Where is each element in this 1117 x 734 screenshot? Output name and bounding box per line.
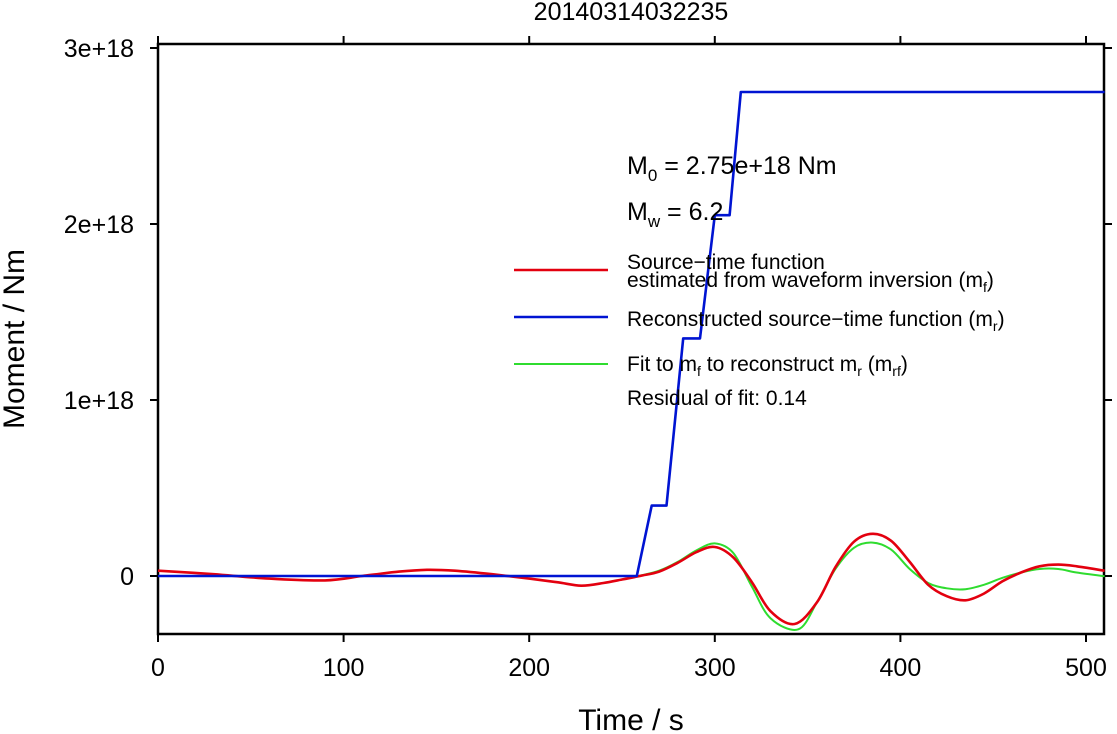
legend-fit-a: Fit to m — [627, 353, 697, 376]
legend-rec-sub: r — [993, 318, 998, 334]
x-tick-label: 500 — [1065, 654, 1107, 682]
mw-value: = 6.2 — [660, 198, 723, 226]
x-axis: 0 100 200 300 400 500 — [151, 36, 1107, 682]
legend: Source−time function estimated from wave… — [514, 251, 1005, 410]
series-line-reconstructed — [158, 90, 1105, 578]
legend-rec-close: ) — [998, 308, 1005, 331]
mw-annotation: Mw = 6.2 — [627, 198, 723, 231]
x-tick-label: 0 — [151, 654, 165, 682]
series-layer — [157, 90, 1105, 631]
x-axis-label: Time / s — [578, 704, 684, 734]
chart-title: 20140314032235 — [534, 0, 729, 26]
legend-stf-text: estimated from waveform inversion (m — [627, 269, 983, 292]
series-line-fit — [640, 541, 1105, 631]
legend-rec-text: Reconstructed source−time function (m — [627, 308, 993, 331]
legend-label-fit: Fit to mf to reconstruct mr (mrf) — [627, 353, 908, 379]
plot-frame — [156, 42, 1106, 636]
y-tick-label: 2e+18 — [64, 211, 134, 239]
legend-label-stf-line1: Source−time function — [627, 251, 825, 274]
x-tick-label: 300 — [694, 654, 736, 682]
mw-subscript: w — [647, 212, 661, 231]
legend-fit-c-sub: rf — [892, 363, 901, 379]
y-axis-label: Moment / Nm — [0, 249, 31, 429]
y-tick-label: 1e+18 — [64, 387, 134, 415]
legend-fit-b-sub: r — [857, 363, 862, 379]
x-tick-label: 100 — [323, 654, 365, 682]
legend-fit-c: (m — [862, 353, 892, 376]
m0-symbol: M — [627, 152, 648, 180]
legend-fit-d: ) — [901, 353, 908, 376]
legend-label-reconstructed: Reconstructed source−time function (mr) — [627, 308, 1005, 334]
y-tick-label: 3e+18 — [64, 35, 134, 63]
residual-annotation: Residual of fit: 0.14 — [627, 387, 807, 410]
series-line-stf — [157, 532, 1105, 626]
legend-fit-a-sub: f — [697, 363, 701, 379]
mw-symbol: M — [627, 198, 648, 226]
m0-annotation: M0 = 2.75e+18 Nm — [627, 152, 837, 185]
legend-stf-sub: f — [983, 279, 987, 295]
legend-stf-close: ) — [987, 269, 994, 292]
legend-fit-b: to reconstruct m — [701, 353, 857, 376]
x-tick-label: 400 — [880, 654, 922, 682]
m0-value: = 2.75e+18 Nm — [657, 152, 836, 180]
y-axis: 0 1e+18 2e+18 3e+18 — [64, 35, 1112, 591]
y-tick-label: 0 — [120, 563, 134, 591]
m0-subscript: 0 — [648, 166, 657, 185]
legend-label-stf-line2: estimated from waveform inversion (mf) — [627, 269, 994, 295]
x-tick-label: 200 — [508, 654, 550, 682]
